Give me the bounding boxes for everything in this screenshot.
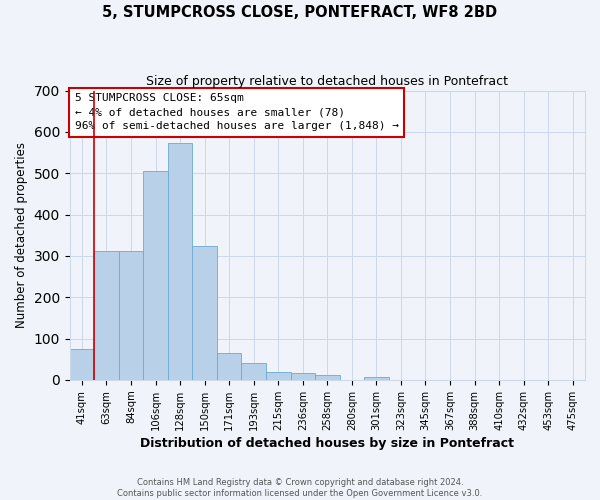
Bar [70, 349, 94, 380]
Bar [193, 246, 217, 380]
Title: Size of property relative to detached houses in Pontefract: Size of property relative to detached ho… [146, 75, 508, 88]
Bar [241, 364, 266, 380]
Text: Contains HM Land Registry data © Crown copyright and database right 2024.
Contai: Contains HM Land Registry data © Crown c… [118, 478, 482, 498]
Bar [266, 372, 290, 380]
Bar [364, 376, 389, 380]
Bar [143, 171, 168, 380]
Bar [94, 250, 119, 380]
Bar [315, 375, 340, 380]
Bar [119, 250, 143, 380]
Bar [290, 372, 315, 380]
X-axis label: Distribution of detached houses by size in Pontefract: Distribution of detached houses by size … [140, 437, 514, 450]
Text: 5, STUMPCROSS CLOSE, PONTEFRACT, WF8 2BD: 5, STUMPCROSS CLOSE, PONTEFRACT, WF8 2BD [103, 5, 497, 20]
Text: 5 STUMPCROSS CLOSE: 65sqm
← 4% of detached houses are smaller (78)
96% of semi-d: 5 STUMPCROSS CLOSE: 65sqm ← 4% of detach… [75, 94, 399, 132]
Y-axis label: Number of detached properties: Number of detached properties [15, 142, 28, 328]
Bar [168, 143, 193, 380]
Bar [217, 353, 241, 380]
